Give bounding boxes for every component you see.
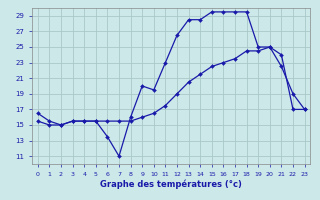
X-axis label: Graphe des températures (°c): Graphe des températures (°c) xyxy=(100,179,242,189)
